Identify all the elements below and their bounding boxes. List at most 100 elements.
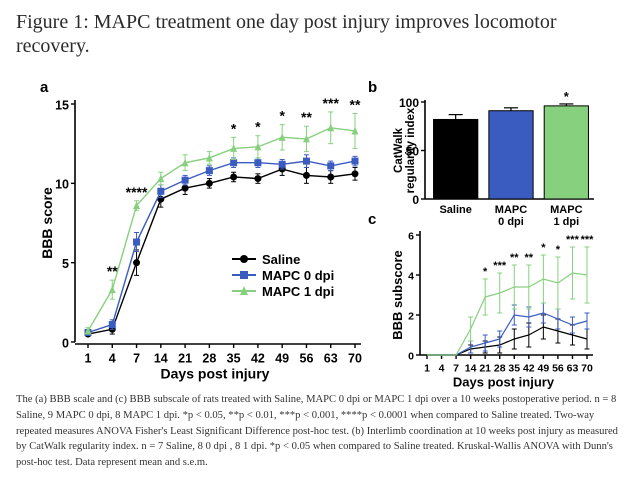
data-point (181, 184, 189, 192)
x-tick-label: 1 (85, 352, 92, 366)
x-tick-label: 7 (133, 352, 140, 366)
y-tick-label: 0 (62, 336, 69, 350)
x-tick-label: 42 (523, 363, 535, 375)
data-point (84, 326, 92, 335)
y-axis-title: BBB subscore (390, 250, 405, 340)
y-tick-label: 5 (62, 257, 69, 271)
y-tick-label: 6 (408, 230, 414, 242)
x-tick-label: 63 (324, 352, 338, 366)
x-tick-label: 14 (154, 352, 168, 366)
x-tick-label: 7 (453, 363, 459, 375)
panel-label-a: a (40, 79, 49, 96)
data-point (302, 134, 310, 143)
significance-marker: *** (323, 95, 340, 111)
significance-marker: * (231, 120, 237, 136)
significance-marker: ** (107, 263, 118, 279)
y-tick-label: 0 (408, 350, 414, 362)
y-tick-label: 2 (408, 310, 414, 322)
category-label: Saline (439, 204, 471, 216)
data-point (108, 285, 116, 294)
significance-marker: * (564, 89, 570, 104)
data-point (351, 157, 359, 165)
x-tick-label: 35 (508, 363, 520, 375)
data-point (278, 133, 286, 141)
significance-marker: *** (566, 234, 580, 246)
x-tick-label: 56 (300, 352, 314, 366)
legend-label: MAPC 1 dpi (262, 284, 334, 299)
series-line (87, 127, 356, 332)
significance-marker: * (541, 242, 546, 254)
data-point (230, 173, 238, 181)
data-point (351, 170, 359, 178)
data-point (327, 162, 335, 170)
x-axis-title: Days post injury (161, 366, 270, 382)
significance-marker: ** (525, 252, 534, 264)
caption-sentence-3: Two-way repeated measures ANOVA Fisher's… (16, 409, 595, 437)
data-point (205, 153, 213, 162)
series-line (427, 312, 588, 356)
y-axis-title: regularity index (405, 107, 417, 193)
data-point (133, 259, 141, 267)
data-point (302, 157, 310, 165)
data-point (181, 158, 189, 167)
series-line (87, 168, 356, 335)
x-tick-label: 28 (202, 352, 216, 366)
data-point (157, 187, 165, 195)
legend-label: Saline (262, 252, 300, 267)
y-tick-label: 0 (412, 193, 419, 207)
significance-marker: ** (301, 109, 312, 125)
significance-marker: *** (581, 234, 595, 246)
significance-marker: * (483, 266, 488, 278)
data-point (205, 179, 213, 187)
significance-marker: * (556, 244, 561, 256)
data-point (278, 160, 286, 168)
x-tick-label: 14 (465, 363, 477, 375)
caption-sentence-5: n = 7 Saline, 8 0 dpi , 8 1 dpi. *p < 0.… (16, 441, 613, 469)
y-tick-label: 4 (408, 270, 414, 282)
x-tick-label: 56 (552, 363, 564, 375)
data-point (205, 167, 213, 175)
y-tick-label: 50 (406, 145, 420, 159)
x-axis-title: Days post injury (453, 375, 555, 390)
significance-marker: **** (126, 184, 148, 200)
significance-marker: ** (350, 97, 361, 113)
significance-marker: * (255, 119, 261, 135)
figure-title: Figure 1: MAPC treatment one day post in… (16, 11, 557, 57)
data-point (351, 126, 359, 135)
x-tick-label: 28 (494, 363, 506, 375)
data-point (327, 123, 335, 132)
legend-marker (240, 255, 248, 263)
x-tick-label: 49 (538, 363, 550, 375)
y-tick-label: 100 (399, 96, 419, 110)
x-tick-label: 42 (251, 352, 265, 366)
y-axis-title: BBB score (39, 187, 55, 259)
series-line (427, 272, 588, 356)
x-tick-label: 4 (109, 352, 116, 366)
y-tick-label: 10 (55, 178, 69, 192)
x-tick-label: 63 (567, 363, 579, 375)
bar (543, 105, 589, 200)
panel-label-c: c (368, 211, 376, 228)
x-tick-label: 21 (178, 352, 192, 366)
data-point (230, 144, 238, 152)
data-point (254, 175, 262, 183)
x-tick-label: 35 (227, 352, 241, 366)
legend-marker (240, 271, 248, 279)
data-point (302, 171, 310, 179)
x-tick-label: 70 (581, 363, 593, 375)
x-tick-label: 70 (348, 352, 362, 366)
data-point (133, 238, 141, 246)
category-label: 0 dpi (498, 216, 524, 228)
data-point (230, 159, 238, 167)
data-point (157, 174, 165, 183)
data-point (181, 176, 189, 184)
x-tick-label: 1 (424, 363, 430, 375)
data-point (254, 159, 262, 167)
data-point (254, 142, 262, 151)
caption-sentence-1: The (a) BBB scale and (c) BBB subscale o… (16, 394, 592, 405)
data-point (327, 173, 335, 181)
category-label: MAPC (550, 204, 582, 216)
x-tick-label: 4 (439, 363, 445, 375)
